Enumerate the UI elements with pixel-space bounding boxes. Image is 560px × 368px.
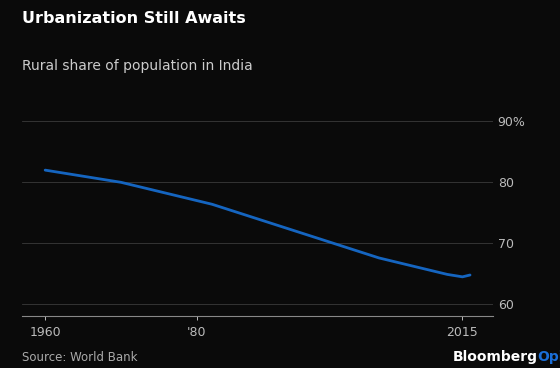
Text: Urbanization Still Awaits: Urbanization Still Awaits [22,11,246,26]
Text: Source: World Bank: Source: World Bank [22,351,138,364]
Text: Opinion: Opinion [538,350,560,364]
Text: Rural share of population in India: Rural share of population in India [22,59,253,73]
Text: Bloomberg: Bloomberg [452,350,538,364]
Text: BloombergOpinion: BloombergOpinion [392,350,538,364]
